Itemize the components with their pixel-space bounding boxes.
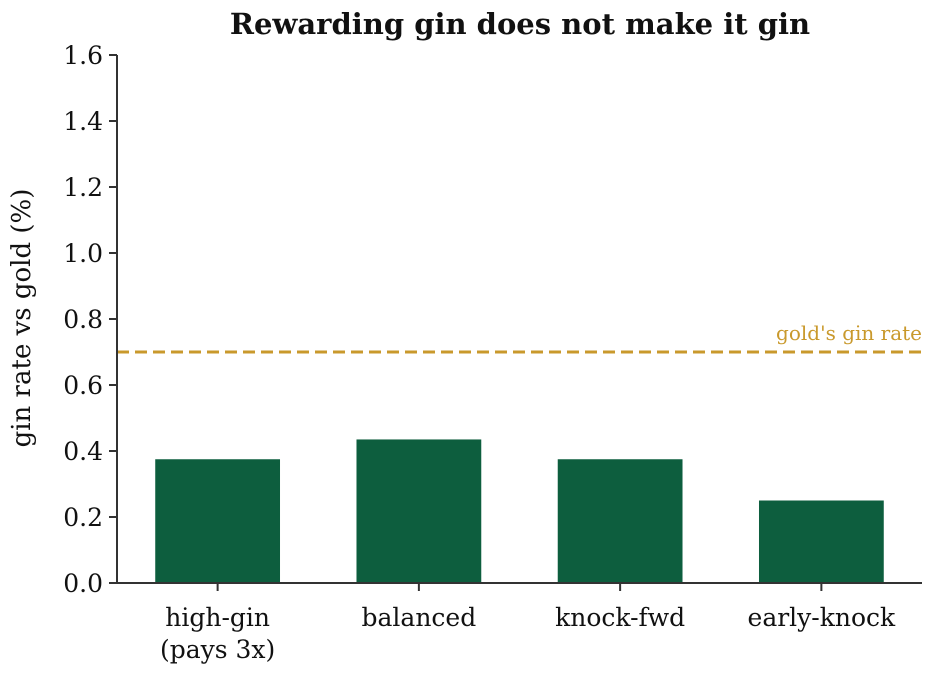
y-tick-label-2: 0.4 [63, 437, 103, 466]
x-tick-label-3: early-knock [748, 603, 897, 632]
plot-area: high-gin (pays 3x) balanced knock-fwd early-… [63, 41, 922, 664]
x-tick-label-0-line-0: high-gin [165, 603, 270, 632]
y-tick-label-3: 0.6 [63, 371, 103, 400]
bar-3 [758, 500, 884, 583]
chart-title: Rewarding gin does not make it gin [230, 7, 810, 41]
y-tick-label-0: 0.0 [63, 569, 103, 598]
x-tick-label-1: balanced [362, 603, 477, 632]
x-tick-label-2: knock-fwd [555, 603, 685, 632]
y-tick-label-4: 0.8 [63, 305, 103, 334]
y-tick-label-7: 1.4 [63, 107, 103, 136]
x-tick-label-0-line-1: (pays 3x) [160, 635, 275, 664]
y-tick-label-8: 1.6 [63, 41, 103, 70]
bar-0 [155, 459, 281, 583]
y-axis-label: gin rate vs gold (%) [7, 189, 37, 448]
bar-2 [557, 459, 683, 583]
y-tick-label-5: 1.0 [63, 239, 103, 268]
y-tick-label-1: 0.2 [63, 503, 103, 532]
gold-reference-label: gold's gin rate [776, 321, 922, 345]
bar-1 [356, 439, 482, 583]
y-tick-label-6: 1.2 [63, 173, 103, 202]
